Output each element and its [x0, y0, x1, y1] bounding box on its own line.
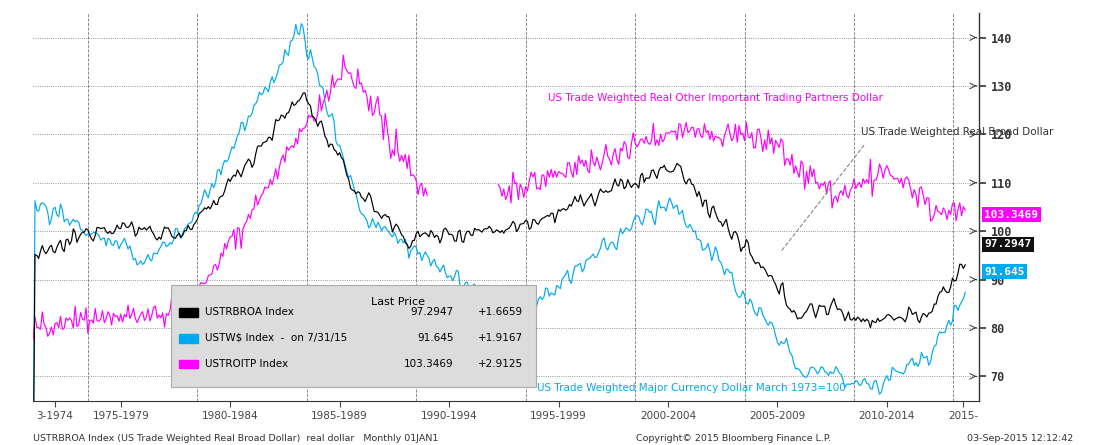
Text: 97.2947: 97.2947 [410, 307, 453, 317]
Text: US Trade Weighted Real Broad Dollar: US Trade Weighted Real Broad Dollar [860, 127, 1053, 137]
Text: 03-Sep-2015 12:12:42: 03-Sep-2015 12:12:42 [967, 434, 1073, 443]
Text: Last Price: Last Price [371, 297, 425, 307]
Text: 103.3469: 103.3469 [984, 210, 1039, 220]
Text: US Trade Weighted Real Other Important Trading Partners Dollar: US Trade Weighted Real Other Important T… [547, 93, 883, 103]
Text: 91.645: 91.645 [984, 267, 1025, 277]
Text: USTRBROA Index (US Trade Weighted Real Broad Dollar)  real dollar   Monthly 01JA: USTRBROA Index (US Trade Weighted Real B… [33, 434, 439, 443]
Text: USTW$ Index  -  on 7/31/15: USTW$ Index - on 7/31/15 [205, 333, 347, 343]
Text: +2.9125: +2.9125 [478, 359, 523, 368]
Text: +1.6659: +1.6659 [478, 307, 523, 317]
Text: USTRBROA Index: USTRBROA Index [205, 307, 293, 317]
Text: US Trade Weighted Major Currency Dollar March 1973=100: US Trade Weighted Major Currency Dollar … [536, 384, 845, 393]
Text: +1.9167: +1.9167 [478, 333, 523, 343]
Text: 91.645: 91.645 [417, 333, 453, 343]
Text: 97.2947: 97.2947 [984, 239, 1032, 249]
Text: USTROITP Index: USTROITP Index [205, 359, 288, 368]
Text: Copyright© 2015 Bloomberg Finance L.P.: Copyright© 2015 Bloomberg Finance L.P. [636, 434, 831, 443]
Text: 103.3469: 103.3469 [404, 359, 453, 368]
